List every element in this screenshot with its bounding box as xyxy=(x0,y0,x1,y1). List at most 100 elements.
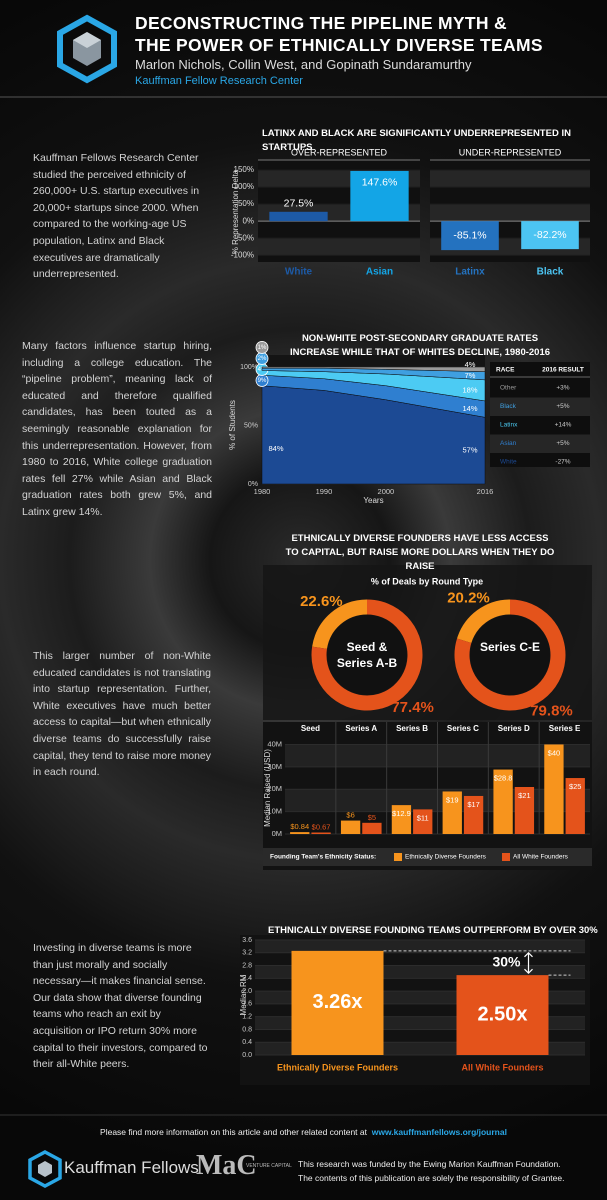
table-row-bg xyxy=(490,397,590,416)
x-tick-label: All White Founders xyxy=(462,1062,544,1072)
more-info: Please find more information on this art… xyxy=(0,1127,607,1137)
value-label: $11 xyxy=(417,813,429,822)
x-tick-label: 1980 xyxy=(254,487,271,496)
paragraph: Many factors influence startup hiring, i… xyxy=(22,340,212,518)
y-tick-label: 1.2 xyxy=(242,1014,252,1021)
value-label: $28.8 xyxy=(494,774,513,783)
donut-slice xyxy=(454,599,566,711)
value-label: 2% xyxy=(258,356,267,362)
y-tick-label: 0.8 xyxy=(242,1026,252,1033)
value-label: 84% xyxy=(268,444,283,453)
donut-hole xyxy=(470,615,550,695)
y-tick-label: -50% xyxy=(235,233,254,242)
value-label: 3.26x xyxy=(312,991,362,1013)
table-row-bg xyxy=(490,434,590,453)
value-label: $0.84 xyxy=(290,822,309,831)
table-cell: +3% xyxy=(556,385,569,392)
mac-logo-sub: VENTURE CAPITAL xyxy=(246,1163,292,1169)
value-label: 14% xyxy=(462,404,477,413)
donut-slice xyxy=(457,599,511,644)
area xyxy=(261,366,486,372)
legend-label: Black xyxy=(500,403,517,410)
more-info-text: Please find more information on this art… xyxy=(100,1127,367,1137)
table-cell: +14% xyxy=(555,422,572,429)
bar xyxy=(413,809,433,834)
x-tick-label: Series E xyxy=(549,724,581,733)
value-label: 2.50x xyxy=(477,1003,527,1025)
legend-label: Latinx xyxy=(500,422,518,429)
value-label: 7% xyxy=(465,371,476,380)
table-cell: -27% xyxy=(555,459,570,466)
label-badge xyxy=(255,341,269,354)
bar xyxy=(340,820,361,834)
legend-label: Other xyxy=(500,385,517,392)
value-label: $21 xyxy=(518,791,531,800)
value-label: 9% xyxy=(258,378,267,384)
y-tick-label: 100% xyxy=(234,182,254,191)
bar xyxy=(441,221,499,251)
donut-slice xyxy=(311,599,423,711)
paragraph: This larger number of non-White educated… xyxy=(33,650,212,779)
title-line: THE POWER OF ETHNICALLY DIVERSE TEAMS xyxy=(135,35,543,55)
legend-swatch xyxy=(502,853,510,861)
bar xyxy=(493,769,513,834)
table-header: 2016 RESULT xyxy=(542,367,584,374)
x-tick-label: 2016 xyxy=(477,487,494,496)
table-cell: +5% xyxy=(556,440,569,447)
legend-title: Founding Team's Ethnicity Status: xyxy=(270,854,376,861)
value-label: -85.1% xyxy=(453,229,486,241)
value-label: $40 xyxy=(548,748,561,757)
value-label: $19 xyxy=(446,795,459,804)
x-tick-label: Series C xyxy=(447,724,479,733)
journal-link[interactable]: www.kauffmanfellows.org/journal xyxy=(371,1127,507,1137)
paragraph: Kauffman Fellows Research Center studied… xyxy=(33,152,200,281)
value-label: 18% xyxy=(462,385,477,394)
legend-label: All White Founders xyxy=(513,854,569,861)
bar xyxy=(391,805,412,834)
bar xyxy=(456,975,549,1055)
x-tick-label: Series A xyxy=(345,724,377,733)
y-tick-label: 50% xyxy=(244,422,258,429)
value-label: 79.8% xyxy=(530,702,573,719)
bar xyxy=(514,787,535,834)
x-tick-label: Black xyxy=(537,267,564,278)
bar xyxy=(521,221,579,250)
bar xyxy=(442,791,462,834)
kauffman-logo-icon xyxy=(57,14,117,84)
panel-label: UNDER-REPRESENTED xyxy=(459,147,562,157)
x-tick-label: Latinx xyxy=(455,267,485,278)
donut-slice xyxy=(312,599,368,650)
mac-logo: MaC xyxy=(196,1150,257,1181)
legend-swatch xyxy=(394,853,402,861)
bar xyxy=(565,778,585,834)
bar xyxy=(350,170,409,222)
value-label: 27.5% xyxy=(284,198,314,210)
legend-label: Asian xyxy=(500,440,517,447)
chart-title: ETHNICALLY DIVERSE FOUNDING TEAMS OUTPER… xyxy=(268,925,598,936)
kauffman-logo-text: Kauffman Fellows xyxy=(64,1158,199,1177)
y-tick-label: 1.6 xyxy=(242,1001,252,1008)
legend-bg xyxy=(263,848,592,866)
value-label: $25 xyxy=(569,782,582,791)
y-tick-label: -100% xyxy=(231,250,254,259)
y-tick-label: 0M xyxy=(272,829,282,838)
funding: This research was funded by the Ewing Ma… xyxy=(298,1157,564,1185)
y-axis-label: Median RM xyxy=(239,974,248,1015)
y-tick-label: 0.4 xyxy=(242,1039,252,1046)
y-axis-label: % Representation Delta xyxy=(231,169,240,254)
subtitle: % of Deals by Round Type xyxy=(371,576,483,586)
y-tick-label: 50% xyxy=(238,199,254,208)
y-tick-label: 3.2 xyxy=(242,950,252,957)
value-label: 20.2% xyxy=(447,590,490,607)
annotation: 30% xyxy=(492,954,521,970)
y-tick-label: 2.8 xyxy=(242,962,252,969)
grid-band xyxy=(255,940,585,953)
y-tick-label: 150% xyxy=(234,165,254,174)
value-label: 1% xyxy=(258,345,267,351)
bar xyxy=(291,950,384,1055)
donut-label: Seed & Series A-B xyxy=(336,640,398,670)
value-label: $0.67 xyxy=(312,822,331,831)
y-tick-label: 100% xyxy=(240,364,258,371)
